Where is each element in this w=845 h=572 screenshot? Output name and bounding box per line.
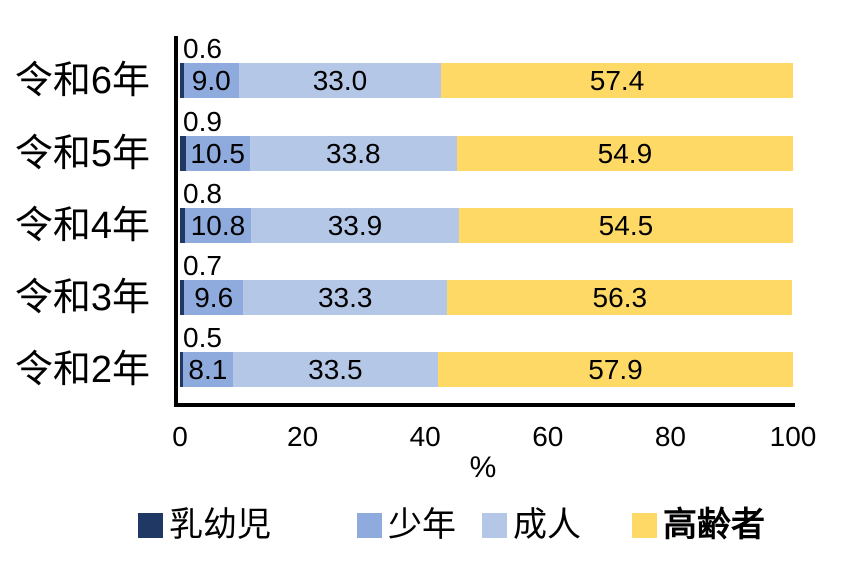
bar-segment: 33.8 bbox=[249, 136, 457, 171]
segment-value-label: 9.6 bbox=[194, 281, 234, 313]
bar-segment: 9.0 bbox=[183, 63, 239, 98]
bar-segment: 33.5 bbox=[232, 352, 439, 387]
segment-value-label: 57.9 bbox=[588, 353, 643, 385]
bar-row: 8.1 33.5 57.9 bbox=[180, 352, 793, 387]
bar-row: 9.6 33.3 56.3 bbox=[180, 280, 793, 315]
segment-value-label: 8.1 bbox=[188, 353, 228, 385]
infant-value-label: 0.9 bbox=[183, 106, 222, 137]
category-label: 令和2年 bbox=[14, 349, 150, 391]
segment-value-label: 10.5 bbox=[190, 137, 245, 169]
segment-value-label: 33.3 bbox=[317, 281, 373, 313]
bar-segment: 33.3 bbox=[243, 280, 448, 315]
segment-value-label: 33.5 bbox=[308, 353, 363, 385]
segment-value-label: 10.8 bbox=[190, 209, 246, 241]
segment-value-label: 9.0 bbox=[191, 64, 231, 96]
bar-row: 10.5 33.8 54.9 bbox=[180, 136, 793, 171]
bar-segment: 57.4 bbox=[441, 63, 793, 98]
segment-value-label: 33.8 bbox=[326, 137, 381, 169]
bar-segment bbox=[180, 280, 185, 315]
segment-value-label: 57.4 bbox=[589, 64, 645, 96]
bar-segment bbox=[180, 136, 186, 171]
category-label: 令和3年 bbox=[14, 277, 150, 319]
bar-segment bbox=[180, 208, 185, 243]
y-axis-line bbox=[174, 36, 178, 407]
bar-segment: 9.6 bbox=[184, 280, 244, 315]
legend-label: 少年 bbox=[388, 506, 456, 544]
bar-segment: 54.5 bbox=[458, 208, 793, 243]
bar-segment: 56.3 bbox=[447, 280, 793, 315]
bar-segment: 57.9 bbox=[438, 352, 793, 387]
legend-label: 乳幼児 bbox=[169, 506, 271, 544]
legend-swatch-icon bbox=[357, 512, 382, 538]
segment-value-label: 33.0 bbox=[312, 64, 368, 96]
segment-value-label: 33.9 bbox=[327, 209, 383, 241]
legend-swatch-icon bbox=[632, 512, 657, 538]
legend-swatch-icon bbox=[138, 512, 163, 538]
x-axis-line bbox=[174, 403, 795, 407]
legend-label: 高齢者 bbox=[663, 506, 765, 544]
x-axis-title: % bbox=[469, 451, 497, 484]
bar-segment: 8.1 bbox=[183, 352, 233, 387]
bar-segment: 33.0 bbox=[238, 63, 442, 98]
legend-item: 成人 bbox=[482, 503, 581, 547]
legend-item: 高齢者 bbox=[632, 503, 765, 547]
infant-value-label: 0.8 bbox=[183, 178, 222, 209]
category-label: 令和5年 bbox=[14, 133, 150, 175]
x-tick-label: 60 bbox=[532, 421, 564, 452]
infant-value-label: 0.6 bbox=[183, 33, 222, 64]
bar-segment: 54.9 bbox=[456, 136, 793, 171]
category-label: 令和6年 bbox=[14, 60, 150, 102]
segment-value-label: 54.9 bbox=[597, 137, 653, 169]
legend-swatch-icon bbox=[482, 512, 507, 538]
legend-item: 乳幼児 bbox=[138, 503, 271, 547]
segment-value-label: 56.3 bbox=[592, 281, 648, 313]
segment-value-label: 54.5 bbox=[598, 209, 654, 241]
bar-segment: 33.9 bbox=[251, 208, 459, 243]
legend-label: 成人 bbox=[513, 506, 581, 544]
bar-segment: 10.8 bbox=[184, 208, 252, 243]
category-label: 令和4年 bbox=[14, 205, 150, 247]
x-tick-label: 100 bbox=[769, 421, 817, 452]
legend-item: 少年 bbox=[357, 503, 456, 547]
bar-row: 9.0 33.0 57.4 bbox=[180, 63, 793, 98]
infant-value-label: 0.7 bbox=[183, 250, 222, 281]
bar-row: 10.8 33.9 54.5 bbox=[180, 208, 793, 243]
bar-segment bbox=[180, 63, 184, 98]
infant-value-label: 0.5 bbox=[183, 322, 222, 353]
x-tick-label: 0 bbox=[172, 421, 188, 452]
x-tick-label: 20 bbox=[287, 421, 319, 452]
x-tick-label: 40 bbox=[409, 421, 441, 452]
bar-segment: 10.5 bbox=[185, 136, 250, 171]
bar-segment bbox=[180, 352, 184, 387]
x-tick-label: 80 bbox=[654, 421, 686, 452]
